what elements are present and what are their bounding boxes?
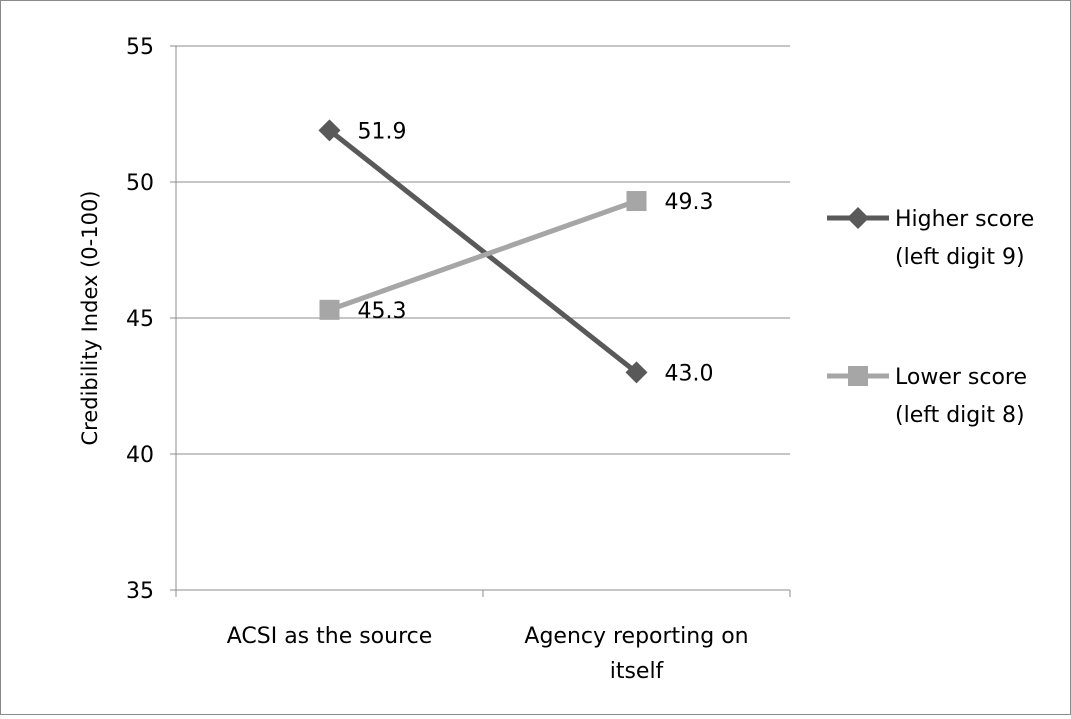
legend-label: Higher score [895, 207, 1034, 232]
legend-label: (left digit 9) [895, 245, 1025, 270]
legend-item-higher-score: Higher score (left digit 9) [827, 207, 1034, 270]
data-point-marker [627, 191, 647, 211]
axes [170, 46, 790, 597]
y-tick-label: 50 [126, 171, 154, 196]
y-axis-title: Credibility Index (0-100) [78, 191, 102, 446]
series-line [330, 201, 637, 310]
data-label: 51.9 [358, 119, 407, 144]
y-tick-labels: 35 40 45 50 55 [126, 35, 154, 604]
y-tick-label: 35 [126, 579, 154, 604]
legend: Higher score (left digit 9) Lower score (le… [827, 207, 1034, 428]
x-tick-label: itself [610, 659, 665, 684]
series-group: 51.9 43.0 45.3 49.3 [319, 119, 714, 386]
y-tick-label: 40 [126, 443, 154, 468]
series-lower-score: 45.3 49.3 [320, 190, 714, 324]
legend-label: (left digit 8) [895, 403, 1025, 428]
legend-swatch-marker [847, 207, 869, 229]
y-tick-label: 45 [126, 307, 154, 332]
data-label: 43.0 [665, 361, 714, 386]
series-higher-score: 51.9 43.0 [319, 119, 714, 386]
y-tick-label: 55 [126, 35, 154, 60]
legend-label: Lower score [895, 365, 1027, 390]
x-tick-label: ACSI as the source [227, 624, 433, 649]
x-tick-labels: ACSI as the source Agency reporting on its… [227, 624, 749, 684]
legend-swatch-marker [848, 366, 868, 386]
data-label: 45.3 [358, 299, 407, 324]
legend-item-lower-score: Lower score (left digit 8) [827, 365, 1027, 428]
x-tick-label: Agency reporting on [524, 624, 748, 649]
series-line [330, 130, 637, 372]
data-label: 49.3 [665, 190, 714, 215]
data-point-marker [320, 300, 340, 320]
